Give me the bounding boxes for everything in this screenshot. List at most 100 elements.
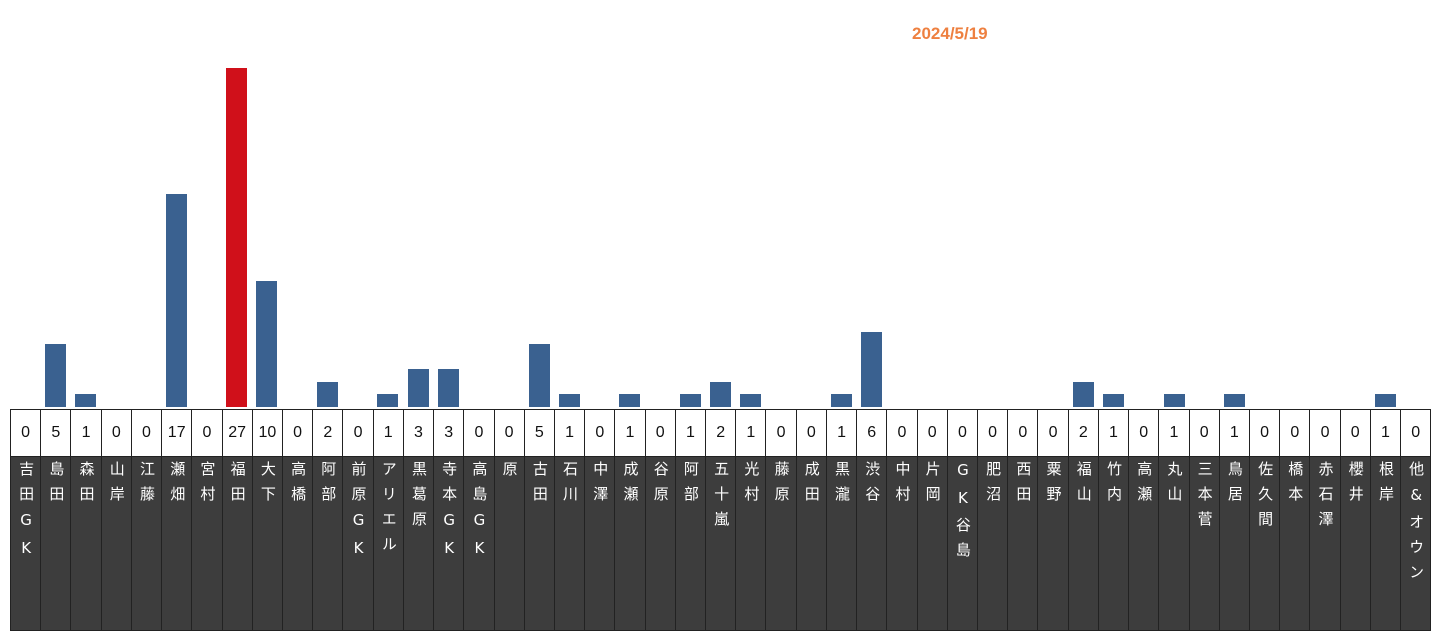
value-label: 0: [494, 410, 524, 457]
category-label: 五十嵐: [706, 457, 736, 630]
table-column: 1 根岸: [1370, 410, 1402, 630]
value-label: 1: [1159, 410, 1189, 457]
value-label: 0: [464, 410, 494, 457]
category-label: 光村: [736, 457, 766, 630]
category-text: 森田: [77, 461, 96, 511]
chart-title-date: 2024/5/19: [912, 24, 988, 43]
category-text: 石川: [561, 461, 580, 511]
value-label: 0: [887, 410, 917, 457]
category-text: 粟野: [1044, 461, 1063, 511]
category-label: アリエル: [373, 457, 403, 630]
value-label: 0: [1008, 410, 1038, 457]
value-label: 0: [192, 410, 222, 457]
category-label: 阿部: [313, 457, 343, 630]
category-label: 山岸: [101, 457, 131, 630]
category-text: 吉田GK: [17, 461, 36, 567]
category-label: 黒瀧: [826, 457, 857, 630]
table-column: 1 鳥居: [1219, 410, 1250, 630]
value-label: 10: [252, 410, 282, 457]
table-column: 0 橋本: [1280, 410, 1311, 630]
category-text: 大下: [258, 461, 277, 511]
value-label: 5: [524, 410, 554, 457]
table-column: 2 阿部: [313, 410, 344, 630]
category-label: 原: [494, 457, 524, 630]
value-label: 2: [1068, 410, 1098, 457]
bar-27: [830, 394, 852, 407]
category-label: 成瀬: [615, 457, 645, 630]
value-label: 3: [434, 410, 464, 457]
category-text: 竹内: [1104, 461, 1123, 511]
table-column: 0 GK谷島: [947, 410, 978, 630]
category-label: 古田: [524, 457, 554, 630]
value-label: 1: [554, 410, 585, 457]
value-label: 0: [1249, 410, 1280, 457]
value-label: 0: [947, 410, 977, 457]
category-label: 竹内: [1098, 457, 1129, 630]
category-text: 片岡: [923, 461, 942, 511]
table-column: 27 福田: [222, 410, 253, 630]
category-text: 黒瀧: [833, 461, 852, 511]
category-label: 福田: [222, 457, 252, 630]
table-column: 3 寺本GK: [434, 410, 465, 630]
category-label: 渋谷: [857, 457, 887, 630]
category-label: 佐久間: [1249, 457, 1280, 630]
table-column: 5 島田: [41, 410, 72, 630]
value-label: 0: [101, 410, 131, 457]
value-label: 0: [11, 410, 41, 457]
category-label: 粟野: [1038, 457, 1068, 630]
category-text: 中村: [893, 461, 912, 511]
category-label: 片岡: [917, 457, 947, 630]
bar-22: [679, 394, 701, 407]
value-label: 0: [131, 410, 162, 457]
category-text: 西田: [1014, 461, 1033, 511]
category-label: 石川: [554, 457, 585, 630]
table-column: 0 粟野: [1038, 410, 1069, 630]
value-label: 1: [1370, 410, 1401, 457]
bar-23: [710, 381, 731, 407]
category-label: 阿部: [675, 457, 706, 630]
value-label: 1: [736, 410, 766, 457]
category-label: 中澤: [585, 457, 615, 630]
table-column: 0 中澤: [585, 410, 616, 630]
table-column: 0 赤石澤: [1310, 410, 1341, 630]
value-label: 17: [162, 410, 192, 457]
bar-40: [1223, 394, 1245, 407]
bar-1: [44, 344, 66, 407]
table-column: 3 黒葛原: [403, 410, 435, 630]
category-text: 高島GK: [470, 461, 489, 567]
category-text: 寺本GK: [440, 461, 459, 567]
value-label: 1: [826, 410, 857, 457]
value-label: 0: [282, 410, 313, 457]
bar-36: [1103, 394, 1125, 407]
table-column: 0 肥沼: [978, 410, 1009, 630]
category-label: 赤石澤: [1310, 457, 1340, 630]
bar-28: [861, 331, 883, 407]
table-column: 0 三本菅: [1189, 410, 1220, 630]
category-label: GK谷島: [947, 457, 977, 630]
table-column: 6 渋谷: [857, 410, 888, 630]
table-column: 0 成田: [796, 410, 827, 630]
table-column: 0 中村: [887, 410, 918, 630]
bar-8: [256, 281, 278, 407]
category-text: 島田: [47, 461, 66, 511]
table-column: 0 高橋: [282, 410, 314, 630]
value-label: 0: [645, 410, 675, 457]
bar-24: [740, 394, 762, 407]
table-column: 1 黒瀧: [826, 410, 858, 630]
table-column: 1 阿部: [675, 410, 707, 630]
table-column: 1 竹内: [1098, 410, 1130, 630]
value-label: 6: [857, 410, 887, 457]
category-text: 光村: [742, 461, 761, 511]
bar-20: [619, 394, 641, 407]
value-label: 0: [585, 410, 615, 457]
bar-5: [165, 193, 187, 407]
category-text: 丸山: [1165, 461, 1184, 511]
category-text: 成瀬: [621, 461, 640, 511]
value-label: 0: [1401, 410, 1431, 457]
value-label: 0: [1280, 410, 1310, 457]
category-text: 瀬畑: [168, 461, 187, 511]
table-column: 1 丸山: [1159, 410, 1190, 630]
value-label: 1: [615, 410, 645, 457]
table-column: 2 五十嵐: [706, 410, 737, 630]
category-label: 谷原: [645, 457, 675, 630]
